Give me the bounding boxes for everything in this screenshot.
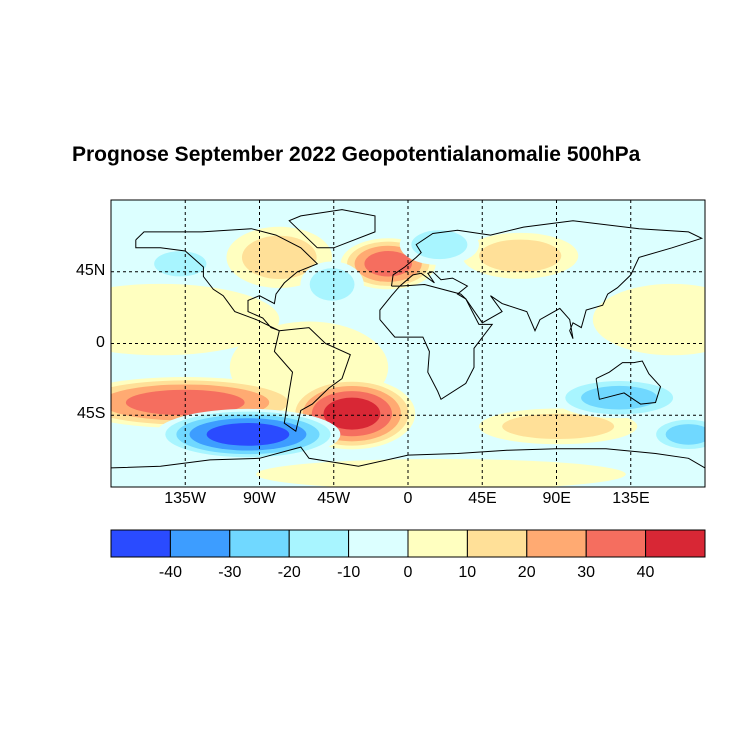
lon-tick-label: 90W	[243, 490, 276, 507]
colorbar-swatch	[585, 529, 647, 558]
coastline-australia	[595, 360, 662, 405]
lat-tick-label: 45N	[76, 261, 106, 279]
anomaly-contour	[411, 230, 468, 260]
anomaly-contour	[206, 422, 290, 446]
colorbar-tick-label: 0	[403, 564, 413, 581]
colorbar-swatch	[466, 529, 528, 558]
colorbar-tick-label: 30	[577, 564, 595, 581]
colorbar-tick-label: 40	[636, 564, 655, 581]
colorbar-swatch	[229, 529, 290, 558]
coastline-south-america	[273, 327, 351, 433]
anomaly-contour	[665, 424, 705, 445]
coastline-greenland	[288, 209, 376, 249]
map-frame	[110, 199, 706, 488]
anomaly-contour	[502, 413, 615, 440]
anomaly-contour	[581, 385, 658, 410]
lon-tick-label: 135W	[164, 490, 207, 507]
colorbar-tick-label: -30	[218, 564, 242, 581]
lon-tick-label: 90E	[542, 490, 571, 507]
colorbar-tick-label: -10	[337, 564, 361, 581]
colorbar-swatch	[169, 529, 231, 558]
anomaly-contour	[111, 283, 280, 356]
colorbar-swatch	[288, 529, 350, 558]
map-title: Prognose September 2022 Geopotentialanom…	[72, 143, 641, 166]
lon-tick-label: 45E	[468, 490, 497, 507]
anomaly-contour	[125, 389, 245, 416]
anomaly-contour	[479, 239, 562, 273]
colorbar-swatch	[407, 529, 468, 558]
anomaly-contour	[256, 458, 626, 487]
colorbar-tick-label: -40	[158, 564, 183, 581]
anomaly-contour	[592, 283, 705, 356]
anomaly-contour	[323, 397, 381, 430]
lon-tick-label: 0	[403, 490, 413, 507]
coastline-antarctica	[111, 446, 705, 469]
lon-tick-label: 45W	[317, 490, 351, 507]
lat-tick-label: 0	[96, 333, 105, 351]
lat-tick-label: 45S	[77, 405, 106, 423]
colorbar-swatch	[110, 529, 171, 558]
anomaly-contour	[154, 251, 207, 277]
coastline-eurasia	[391, 220, 704, 339]
colorbar-tick-label: -20	[277, 564, 301, 581]
lon-tick-label: 135E	[612, 490, 650, 507]
colorbar-swatch	[526, 529, 587, 558]
anomaly-contour	[309, 268, 355, 301]
colorbar-swatch	[348, 529, 409, 558]
colorbar-tick-label: 10	[458, 564, 477, 581]
colorbar-swatch	[645, 529, 706, 558]
anomaly-contour	[364, 251, 412, 277]
colorbar-tick-label: 20	[517, 564, 536, 581]
